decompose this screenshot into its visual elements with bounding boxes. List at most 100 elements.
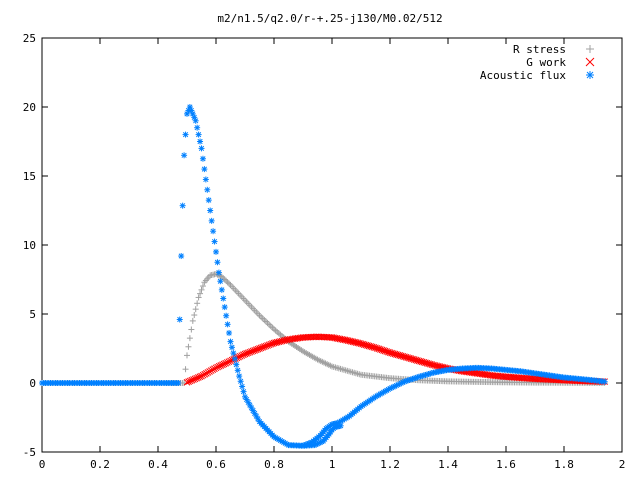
data-point (240, 388, 247, 395)
data-point (236, 352, 244, 360)
data-point (223, 312, 230, 319)
data-point (197, 290, 204, 297)
data-point (214, 363, 221, 371)
x-tick-label: 0.6 (206, 458, 226, 471)
x-tick-label: 1.4 (438, 458, 458, 471)
data-point (208, 217, 215, 224)
data-point (186, 335, 193, 342)
data-point (227, 338, 234, 345)
x-tick-label: 0.8 (264, 458, 284, 471)
data-point (238, 352, 246, 359)
data-point (195, 131, 202, 138)
data-point (175, 380, 182, 386)
data-point (198, 286, 205, 293)
data-point (218, 286, 225, 293)
x-tick-label: 1.2 (380, 458, 400, 471)
data-point (224, 321, 231, 328)
data-point (178, 253, 185, 260)
data-point (221, 304, 228, 311)
data-point (230, 350, 237, 357)
data-point (188, 326, 195, 333)
plot-area (39, 104, 608, 449)
data-point (228, 344, 235, 351)
data-point (194, 300, 201, 307)
data-point (211, 238, 218, 245)
legend-label: G work (526, 56, 566, 69)
data-point (337, 422, 344, 429)
data-point (233, 361, 240, 368)
data-point (179, 202, 186, 209)
data-point (196, 373, 204, 381)
data-point (220, 275, 227, 282)
data-point (239, 383, 246, 390)
data-point (215, 269, 222, 276)
data-point (226, 280, 233, 287)
data-point (199, 155, 206, 162)
series-1 (183, 333, 608, 386)
data-point (223, 277, 230, 284)
y-tick-label: 15 (23, 170, 36, 183)
y-tick-label: 5 (29, 308, 36, 321)
y-tick-label: 10 (23, 239, 36, 252)
data-point (601, 378, 608, 385)
data-point (191, 312, 198, 319)
data-point (198, 145, 205, 152)
data-point (204, 186, 211, 193)
data-point (207, 207, 214, 214)
data-point (213, 248, 219, 255)
data-point (185, 343, 192, 350)
y-tick-label: 0 (29, 377, 36, 390)
x-tick-label: 0 (39, 458, 46, 471)
data-point (202, 176, 209, 183)
legend-marker (586, 71, 594, 79)
data-point (194, 124, 201, 131)
data-point (225, 358, 233, 366)
y-tick-label: 20 (23, 101, 36, 114)
data-point (182, 366, 189, 373)
x-tick-label: 1.6 (496, 458, 516, 471)
data-point (181, 152, 188, 159)
x-tick-label: 0.4 (148, 458, 168, 471)
data-point (176, 316, 183, 323)
data-point (231, 355, 238, 362)
x-tick-label: 1.8 (554, 458, 574, 471)
data-point (219, 361, 226, 369)
series-2 (39, 104, 608, 449)
data-point (182, 131, 189, 138)
data-point (215, 362, 223, 370)
data-point (214, 259, 221, 266)
plot-frame (41, 37, 623, 453)
data-point (195, 294, 202, 301)
x-tick-label: 0.2 (90, 458, 110, 471)
legend-marker (586, 45, 594, 53)
data-point (224, 279, 231, 286)
data-point (220, 360, 228, 368)
data-point (192, 117, 199, 124)
data-point (222, 359, 230, 367)
data-point (199, 283, 206, 290)
data-point (312, 333, 320, 341)
data-point (223, 359, 231, 366)
data-point (197, 138, 204, 145)
data-point (226, 329, 233, 336)
data-point (192, 306, 199, 313)
legend-label: R stress (513, 43, 566, 56)
data-point (218, 273, 225, 280)
data-point (217, 362, 225, 369)
y-tick-label: -5 (23, 446, 36, 459)
data-point (236, 373, 243, 380)
data-point (205, 197, 212, 204)
data-point (184, 352, 190, 359)
x-tick-label: 1 (329, 458, 336, 471)
data-point (217, 278, 224, 285)
data-point (212, 364, 220, 372)
data-point (201, 166, 208, 173)
data-point (189, 317, 196, 324)
series-3 (300, 422, 344, 449)
data-point (220, 295, 227, 302)
y-tick-label: 25 (23, 32, 36, 45)
data-point (237, 378, 244, 385)
